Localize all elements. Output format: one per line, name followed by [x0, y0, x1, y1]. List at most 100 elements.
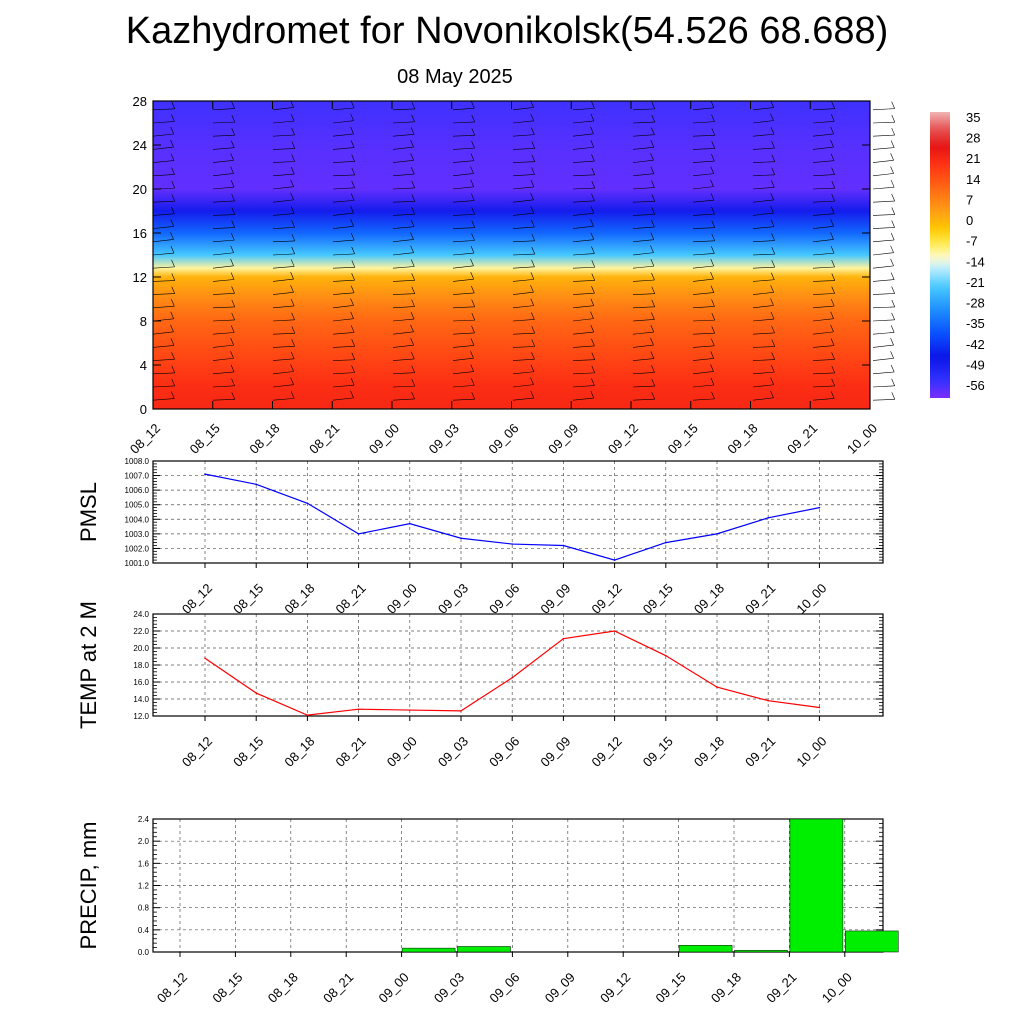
wind-barb-flag [650, 351, 655, 359]
wind-barb-flag [891, 115, 896, 123]
temp-point [204, 657, 206, 659]
x-tick-label: 08_12 [127, 421, 163, 457]
wind-barb-shaft [512, 305, 534, 309]
wind-barb-flag [831, 101, 835, 109]
wind-barb-flag [290, 100, 294, 108]
wind-barb-flag [351, 260, 356, 268]
wind-barb-flag [651, 299, 656, 307]
wind-barb-flag [350, 285, 355, 293]
wind-barb-shaft [692, 121, 715, 124]
wind-barb-shaft [212, 239, 235, 243]
wind-barb-shaft [752, 346, 775, 348]
wind-barb-flag [531, 141, 536, 149]
wind-barb-shaft [872, 173, 894, 177]
wind-barb-shaft [872, 186, 895, 190]
wind-barb-shaft [632, 121, 655, 124]
wind-barb-flag [891, 127, 895, 136]
wind-barb-shaft [512, 291, 534, 295]
wind-barb-shaft [392, 187, 415, 190]
wind-barb-flag [230, 364, 235, 373]
wind-barb-shaft [572, 345, 595, 348]
wind-barb-flag [830, 139, 834, 148]
y-tick-label: 20 [133, 182, 147, 197]
colorbar-label: -21 [966, 275, 985, 290]
wind-barb-shaft [872, 227, 895, 229]
wind-barb-shaft [392, 160, 414, 163]
wind-barb-shaft [272, 333, 295, 335]
x-tick-label: 09_03 [435, 734, 471, 770]
wind-barb-shaft [512, 134, 535, 137]
wind-barb-shaft [752, 199, 774, 203]
wind-barb-shaft [452, 345, 475, 348]
wind-barb-flag [470, 338, 475, 346]
pmsl-point [613, 559, 616, 561]
x-tick-label: 08_15 [187, 421, 223, 457]
x-tick-label: 08_15 [209, 970, 245, 1006]
wind-barb-shaft [692, 173, 714, 177]
pmsl-point [562, 544, 565, 547]
y-tick-label: 1001.0 [125, 559, 150, 568]
wind-barb-flag [891, 101, 895, 109]
wind-barb-flag [711, 338, 715, 346]
wind-barb-shaft [632, 134, 655, 137]
wind-barb-shaft [272, 291, 294, 295]
y-tick-label: 28 [133, 94, 147, 109]
pmsl-panel: 1001.0 1002.0 1003.0 1004.0 1005.0 1006.0 1007… [76, 457, 884, 617]
wind-barb-shaft [632, 200, 655, 203]
wind-barb-shaft [272, 253, 295, 256]
wind-barb-flag [891, 312, 895, 320]
wind-barb-shaft [332, 187, 355, 190]
wind-barb-flag [890, 166, 894, 174]
wind-barb-flag [710, 377, 715, 386]
wind-barb-flag [711, 153, 715, 162]
wind-barb-shaft [152, 305, 175, 309]
wind-barb-flag [530, 285, 534, 293]
wind-barb-flag [290, 271, 294, 280]
wind-barb-flag [770, 100, 774, 108]
wind-barb-shaft [812, 293, 835, 295]
wind-barb-shaft [872, 385, 895, 388]
wind-barb-flag [530, 206, 535, 214]
wind-barb-flag [890, 232, 895, 241]
wind-barb-shaft [572, 160, 595, 163]
wind-barb-shaft [452, 252, 475, 256]
wind-barb-flag [590, 206, 595, 214]
wind-barb-shaft [872, 357, 894, 361]
y-tick-label: 0 [140, 402, 147, 417]
wind-barb-flag [411, 180, 415, 189]
wind-barb-flag [891, 207, 896, 215]
wind-barb-shaft [332, 174, 355, 177]
wind-barb-shaft [452, 306, 475, 309]
precip-bar [678, 945, 733, 953]
wind-barb-shaft [272, 398, 295, 401]
x-tick-label: 09_18 [691, 581, 727, 617]
colorbar-label: 21 [966, 151, 980, 166]
wind-barb-shaft [752, 332, 775, 335]
wind-barb-shaft [392, 108, 415, 111]
wind-barb-flag [471, 128, 476, 136]
x-tick-label: 08_21 [306, 421, 342, 457]
wind-barb-shaft [872, 293, 895, 295]
wind-barb-flag [530, 113, 535, 121]
wind-barb-flag [831, 181, 836, 189]
wind-barb-flag [290, 179, 294, 187]
wind-barb-flag [410, 245, 414, 253]
colorbar-label: 7 [966, 192, 973, 207]
wind-barb-flag [590, 311, 594, 319]
wind-barb-flag [350, 390, 354, 398]
wind-barb-flag [471, 207, 476, 215]
wind-barb-flag [591, 180, 596, 189]
wind-barb-shaft [212, 319, 235, 322]
wind-barb-flag [350, 140, 355, 148]
x-tick-label: 09_00 [384, 734, 420, 770]
wind-barb-flag [771, 140, 775, 149]
wind-barb-flag [651, 365, 655, 373]
wind-barb-flag [230, 232, 235, 241]
wind-barb-flag [410, 139, 414, 148]
wind-barb-flag [770, 311, 775, 320]
pmsl-point [767, 517, 769, 519]
wind-barb-flag [830, 311, 834, 319]
precip-bar [845, 930, 899, 953]
wind-barb-flag [471, 193, 475, 201]
colorbar-label: -42 [966, 337, 985, 352]
